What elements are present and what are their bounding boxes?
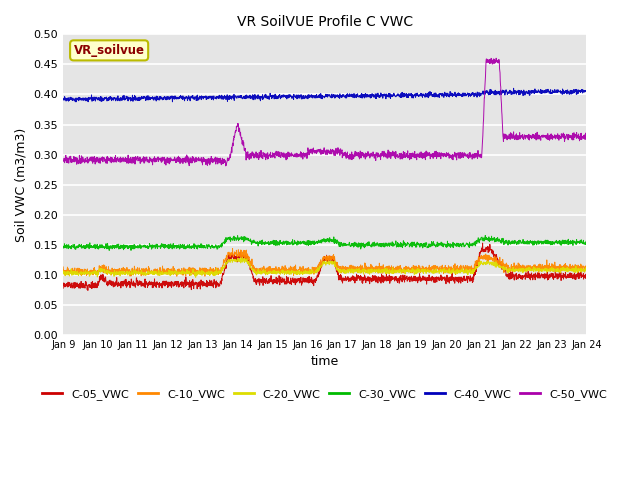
Title: VR SoilVUE Profile C VWC: VR SoilVUE Profile C VWC [237,15,413,29]
Text: VR_soilvue: VR_soilvue [74,44,145,57]
X-axis label: time: time [310,355,339,368]
Legend: C-05_VWC, C-10_VWC, C-20_VWC, C-30_VWC, C-40_VWC, C-50_VWC: C-05_VWC, C-10_VWC, C-20_VWC, C-30_VWC, … [38,385,611,405]
Y-axis label: Soil VWC (m3/m3): Soil VWC (m3/m3) [15,128,28,242]
